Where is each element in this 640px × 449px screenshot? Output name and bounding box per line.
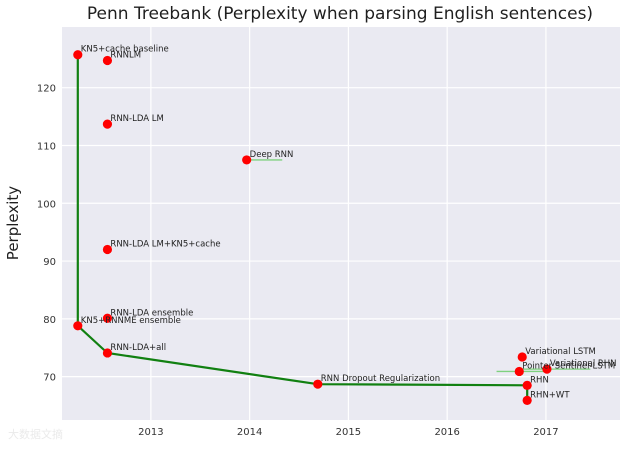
data-point	[542, 364, 552, 374]
data-label: RNN-LDA+all	[110, 343, 166, 353]
plot-area	[62, 27, 620, 420]
y-tick-label: 100	[37, 199, 56, 210]
data-label: RHN	[530, 375, 549, 385]
data-point	[102, 313, 113, 323]
data-label: RNN-LDA LM	[110, 114, 163, 124]
data-label: KN5+cache baseline	[81, 45, 169, 55]
data-label: RHN+WT	[530, 390, 570, 400]
data-point	[242, 155, 252, 165]
x-tick-label: 2013	[138, 427, 163, 438]
data-label: Pointer Sentinel-LSTM	[522, 361, 615, 371]
chart-title: Penn Treebank (Perplexity when parsing E…	[87, 4, 593, 24]
data-point	[102, 244, 113, 255]
data-label: RNN-LDA ensemble	[110, 308, 193, 318]
data-point	[102, 348, 113, 358]
x-tick-label: 2017	[533, 427, 558, 438]
x-tick-label: 2016	[434, 427, 459, 438]
grid	[62, 27, 620, 420]
data-point	[102, 55, 113, 66]
y-axis: 70 80 90 100 110 120	[37, 84, 56, 384]
data-point	[522, 380, 532, 390]
data-point	[522, 395, 532, 405]
data-point	[517, 352, 527, 362]
data-point	[73, 321, 83, 331]
watermark: 大数据文摘	[8, 428, 63, 441]
x-tick-label: 2015	[336, 427, 361, 438]
y-tick-label: 90	[43, 257, 56, 268]
x-tick-label: 2014	[237, 427, 262, 438]
y-tick-label: 70	[43, 373, 56, 384]
y-tick-label: 110	[37, 141, 56, 152]
data-label: KN5+RNNME ensemble	[81, 316, 181, 326]
data-point	[73, 50, 83, 60]
y-axis-label: Perplexity	[4, 186, 22, 260]
data-point	[102, 119, 113, 129]
data-label: Variational LSTM	[525, 347, 596, 357]
data-label: RNN Dropout Regularization	[321, 374, 440, 384]
data-label: RNNLM	[110, 51, 141, 61]
data-point	[514, 366, 524, 377]
data-points	[73, 50, 552, 405]
data-label: Deep RNN	[250, 150, 294, 160]
data-point	[313, 379, 323, 389]
data-label: RNN-LDA LM+KN5+cache	[110, 240, 220, 250]
data-label: Variational RHN	[550, 359, 617, 369]
x-axis: 2013 2014 2015 2016 2017	[138, 427, 558, 438]
y-tick-label: 120	[37, 84, 56, 95]
y-tick-label: 80	[43, 315, 56, 326]
